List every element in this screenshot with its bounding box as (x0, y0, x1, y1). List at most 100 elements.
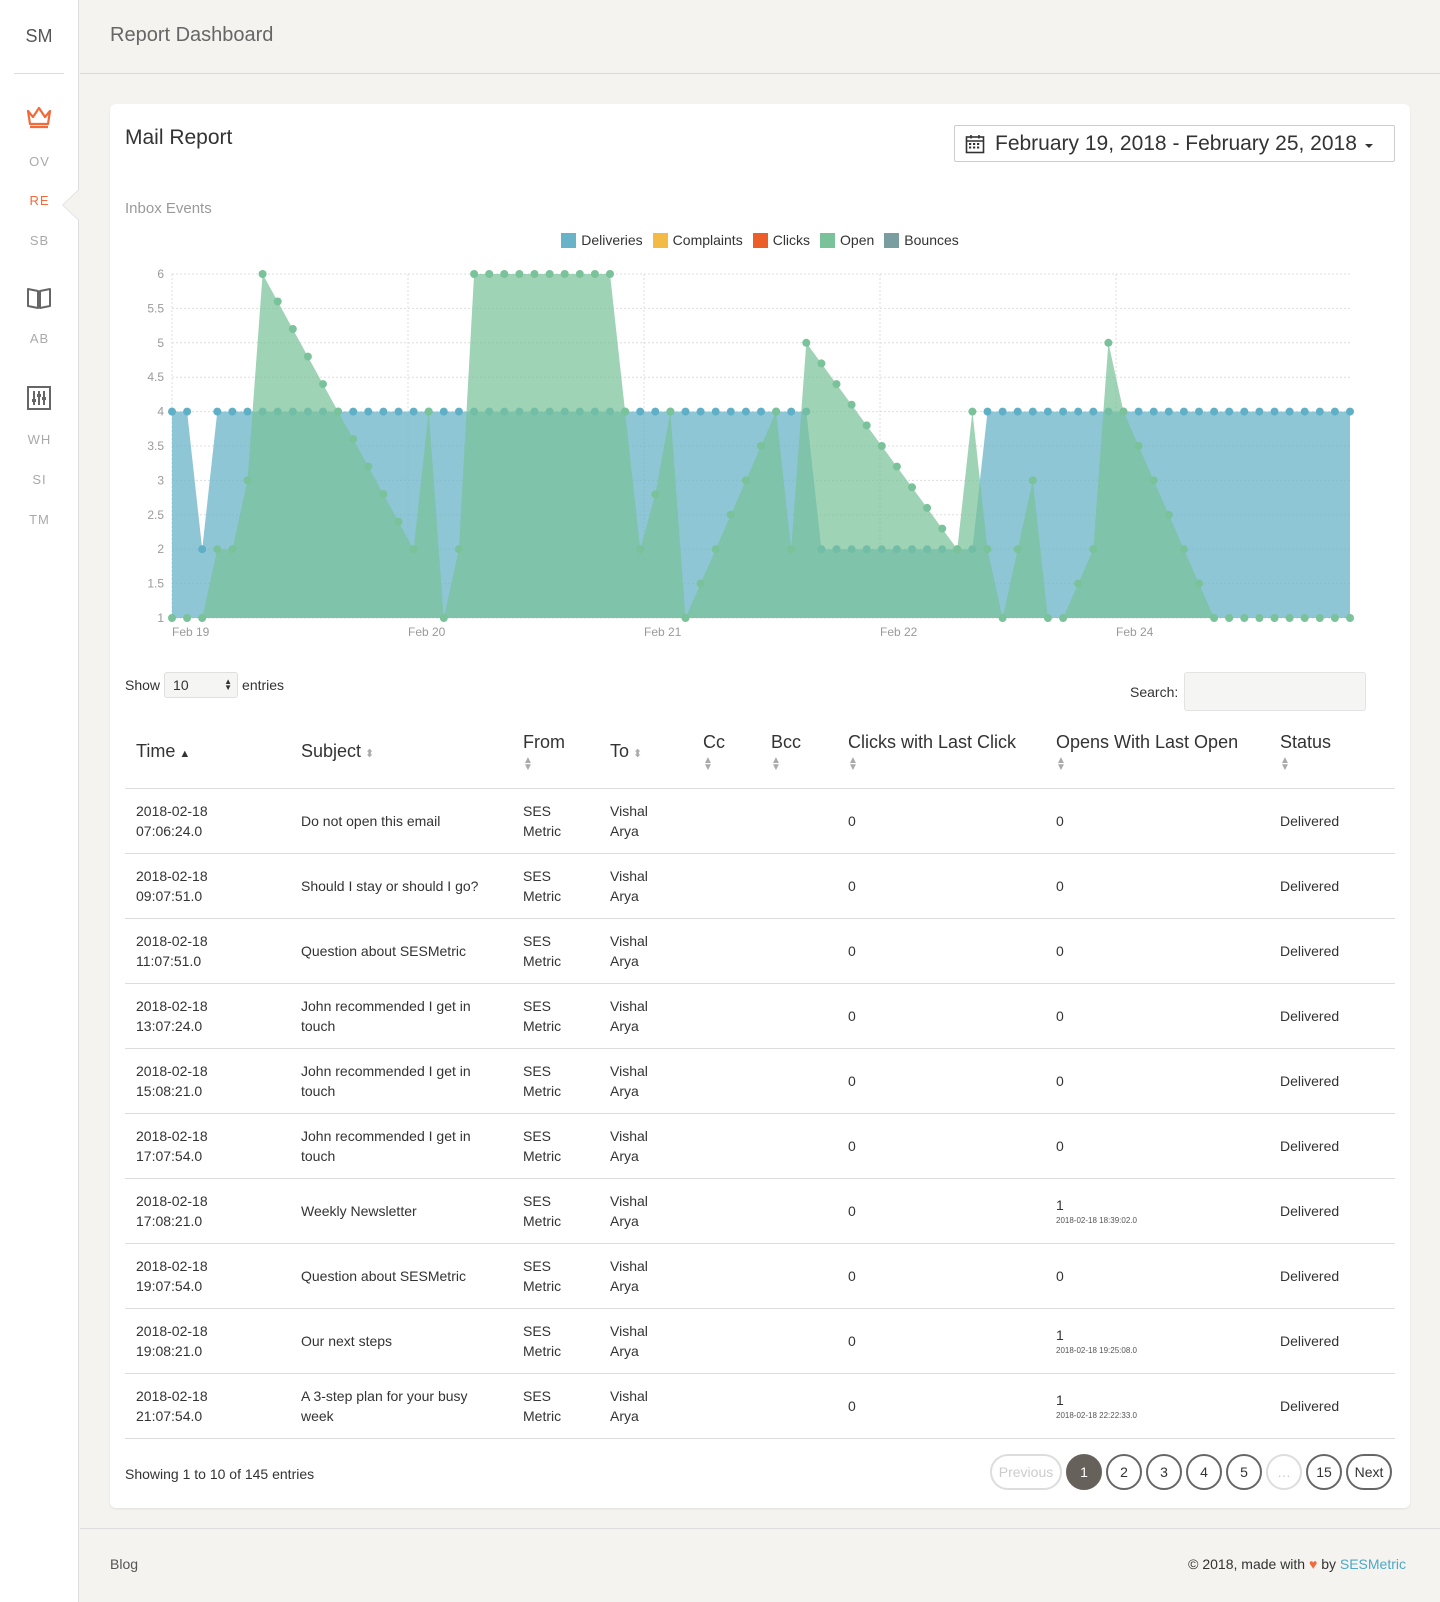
legend-item-clicks[interactable]: Clicks (752, 232, 810, 248)
series-point-open (424, 407, 433, 416)
series-point-open (1255, 614, 1264, 622)
col-cc[interactable]: Cc ▲ ▼ (692, 716, 760, 789)
col-status[interactable]: Status ▲ ▼ (1269, 716, 1395, 789)
series-point-open (500, 270, 509, 278)
series-point-deliveries (1043, 407, 1052, 416)
crown-icon[interactable] (25, 103, 53, 131)
table-row[interactable]: 2018-02-18 17:07:54.0 John recommended I g… (125, 1113, 1395, 1179)
cell-time: 2018-02-18 21:07:54.0 (125, 1373, 290, 1439)
sidebar-item-ab[interactable]: AB (29, 331, 50, 346)
cell-subject: Question about SESMetric (290, 1243, 512, 1309)
sort-icon: ▲ ▼ (703, 755, 713, 774)
table-row[interactable]: 2018-02-18 19:08:21.0 Our next steps SES Met… (125, 1308, 1395, 1374)
legend-item-open[interactable]: Open (820, 232, 874, 248)
series-point-open (1134, 442, 1143, 450)
table-row[interactable]: 2018-02-18 21:07:54.0 A 3-step plan for yo… (125, 1373, 1395, 1439)
cell-status: Delivered (1269, 1048, 1395, 1114)
series-point-open (198, 614, 207, 622)
footer-blog-link[interactable]: Blog (110, 1556, 139, 1572)
series-point-open (1195, 579, 1203, 588)
footer-brand-link[interactable]: SESMetric (1339, 1556, 1406, 1572)
table-row[interactable]: 2018-02-18 17:08:21.0 Weekly Newsletter SES… (125, 1178, 1395, 1244)
series-point-open (228, 545, 237, 554)
x-tick-label: Feb 19 (172, 625, 210, 639)
table-row[interactable]: 2018-02-18 11:07:51.0 Question about SESMe… (125, 918, 1395, 984)
col-time[interactable]: Time ▲ (125, 716, 290, 789)
legend-item-complaints[interactable]: Complaints (652, 232, 743, 248)
page-button-1[interactable]: 1 (1066, 1454, 1102, 1490)
sidebar-item-tm[interactable]: TM (29, 512, 50, 527)
series-point-open (590, 270, 599, 278)
table-row[interactable]: 2018-02-18 15:08:21.0 John recommended I g… (125, 1048, 1395, 1114)
series-point-open (213, 545, 222, 554)
page-button-5[interactable]: 5 (1226, 1454, 1262, 1490)
col-clicks[interactable]: Clicks with Last Click ▲ ▼ (837, 716, 1045, 789)
table-row[interactable]: 2018-02-18 13:07:24.0 John recommended I g… (125, 983, 1395, 1049)
series-point-deliveries (651, 407, 660, 416)
page-button-2[interactable]: 2 (1106, 1454, 1142, 1490)
page-button-4[interactable]: 4 (1186, 1454, 1222, 1490)
col-opens[interactable]: Opens With Last Open ▲ ▼ (1045, 716, 1269, 789)
cell-time: 2018-02-18 17:07:54.0 (125, 1113, 290, 1179)
next-button[interactable]: Next (1346, 1454, 1392, 1490)
sidebar-item-wh[interactable]: WH (27, 432, 52, 447)
series-point-deliveries (983, 407, 992, 416)
pagination: Previous 1 2 3 4 5 … 15 Next (990, 1454, 1392, 1490)
col-from[interactable]: From ▲ ▼ (512, 716, 599, 789)
series-point-deliveries (1149, 407, 1158, 416)
sidebar-item-re[interactable]: RE (29, 193, 50, 208)
date-range-picker[interactable]: February 19, 2018 - February 25, 2018 (954, 125, 1395, 162)
series-point-open (953, 545, 962, 554)
series-point-open (726, 510, 735, 519)
series-point-deliveries (1240, 407, 1249, 416)
series-point-open (923, 503, 932, 512)
sidebar-item-si[interactable]: SI (32, 472, 47, 487)
search-input[interactable] (1184, 672, 1367, 711)
series-point-deliveries (394, 407, 403, 416)
x-tick-label: Feb 24 (1116, 625, 1154, 639)
series-point-deliveries (1059, 407, 1068, 416)
sidebar-brand[interactable]: SM (14, 0, 64, 74)
previous-button[interactable]: Previous (990, 1454, 1062, 1490)
sidebar-item-ov[interactable]: OV (29, 154, 50, 169)
cell-time: 2018-02-18 07:06:24.0 (125, 788, 290, 854)
sliders-icon[interactable] (25, 384, 53, 412)
series-point-deliveries (757, 407, 765, 416)
series-point-open (560, 270, 569, 278)
cell-subject: A 3-step plan for your busy week (290, 1373, 512, 1439)
page-button-15[interactable]: 15 (1306, 1454, 1342, 1490)
legend-item-bounces[interactable]: Bounces (884, 232, 959, 248)
sort-icon: ▲ ▼ (1056, 755, 1066, 774)
table-row[interactable]: 2018-02-18 19:07:54.0 Question about SESMe… (125, 1243, 1395, 1309)
col-subject[interactable]: Subject ⬍ (290, 716, 512, 789)
series-point-open (666, 407, 675, 416)
series-point-open (545, 270, 554, 278)
series-point-deliveries (741, 407, 750, 416)
table-row[interactable]: 2018-02-18 07:06:24.0 Do not open this ema… (125, 788, 1395, 854)
book-icon[interactable] (25, 284, 53, 312)
page-button-3[interactable]: 3 (1146, 1454, 1182, 1490)
sort-icon: ▲ ▼ (848, 755, 858, 774)
series-point-open (741, 476, 750, 485)
legend-item-deliveries[interactable]: Deliveries (561, 232, 643, 248)
cell-from: SES Metric (512, 1113, 599, 1179)
cell-bcc (760, 1308, 837, 1374)
y-tick-label: 3.5 (147, 439, 164, 453)
cell-from: SES Metric (512, 1373, 599, 1439)
cell-clicks: 0 (837, 1308, 1045, 1374)
sidebar: SM OV RE SB AB WH SI TM (0, 0, 79, 1602)
cell-time: 2018-02-18 09:07:51.0 (125, 853, 290, 919)
table-row[interactable]: 2018-02-18 09:07:51.0 Should I stay or sho… (125, 853, 1395, 919)
cell-bcc (760, 1178, 837, 1244)
series-point-open (938, 524, 947, 533)
table-info: Showing 1 to 10 of 145 entries (125, 1466, 315, 1482)
cell-cc (692, 1048, 760, 1114)
col-bcc[interactable]: Bcc ▲ ▼ (760, 716, 837, 789)
series-point-deliveries (1089, 407, 1098, 416)
cell-subject: Should I stay or should I go? (290, 853, 512, 919)
series-point-open (1119, 407, 1128, 416)
sidebar-item-sb[interactable]: SB (29, 233, 50, 248)
last-open-time: 2018-02-18 22:22:33.0 (1056, 1410, 1137, 1420)
col-to[interactable]: To ⬍ (599, 716, 692, 789)
entries-length-select[interactable]: 10 ▲ ▼ (164, 672, 239, 698)
